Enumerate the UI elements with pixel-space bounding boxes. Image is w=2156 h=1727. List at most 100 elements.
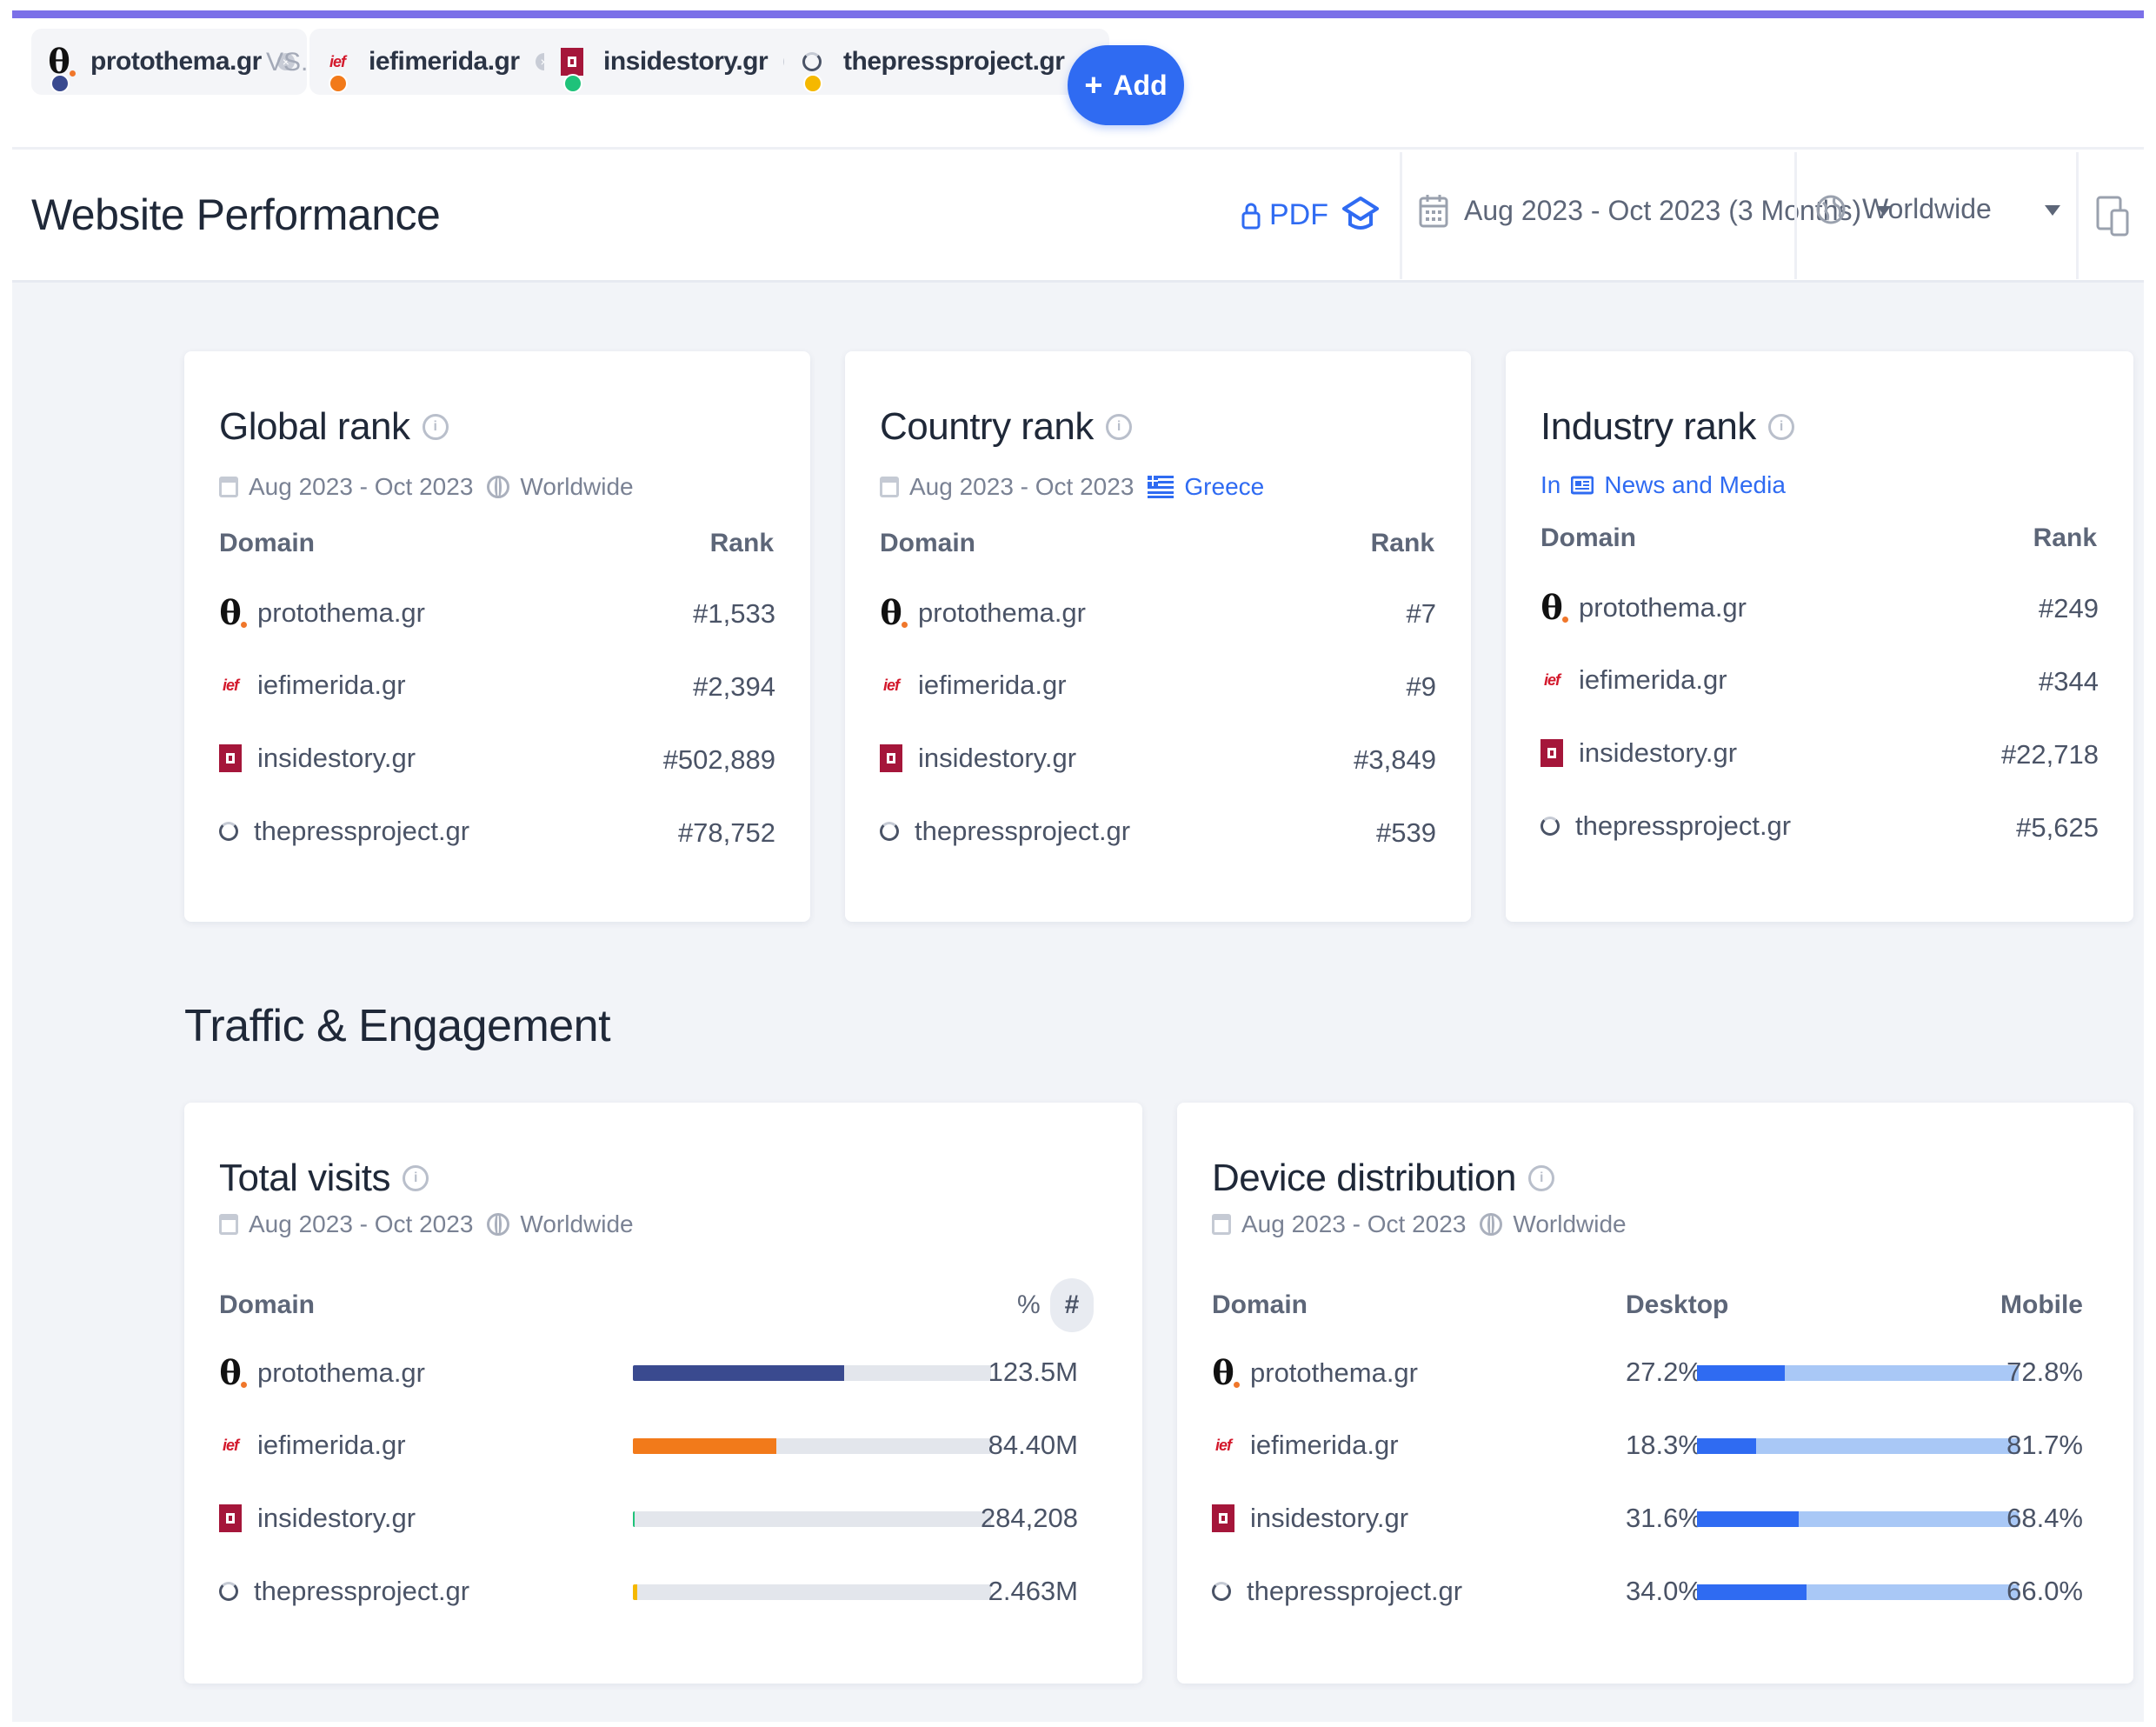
table-row[interactable]: ief iefimerida.gr [880, 670, 1067, 701]
country-label: Worldwide [1862, 193, 1992, 224]
table-row[interactable]: insidestory.gr [219, 1503, 416, 1534]
percent-toggle[interactable]: % [1017, 1290, 1041, 1319]
table-row[interactable]: thepressproject.gr [880, 816, 1130, 847]
table-row[interactable]: insidestory.gr [1212, 1503, 1408, 1534]
iefimerida-logo-icon: ief [1543, 670, 1560, 689]
iefimerida-logo-icon: ief [882, 676, 900, 694]
column-header-domain: Domain [1540, 523, 1637, 552]
table-row[interactable]: insidestory.gr [1540, 737, 1737, 769]
device-distribution-card: Device distribution i Aug 2023 - Oct 202… [1177, 1103, 2133, 1684]
calendar-icon [880, 477, 899, 497]
card-meta: Aug 2023 - Oct 2023 Worldwide [219, 473, 634, 501]
domain-name: protothema.gr [257, 597, 425, 628]
table-row[interactable]: θ protothema.gr [1540, 591, 1747, 624]
calendar-icon [1212, 1214, 1231, 1235]
visits-bar-fill [633, 1511, 635, 1527]
thepressproject-logo-icon [219, 822, 238, 841]
info-icon[interactable]: i [422, 414, 449, 440]
desktop-share: 31.6% [1626, 1503, 1702, 1533]
device-toggle-icon[interactable] [2095, 193, 2133, 238]
remove-site-icon[interactable]: × [276, 53, 295, 70]
rank-value: #539 [1376, 817, 1436, 848]
country-rank-title: Country rank [880, 405, 1094, 448]
table-row[interactable]: insidestory.gr [880, 743, 1076, 774]
device-split-bar [1697, 1511, 2019, 1527]
domain-name: iefimerida.gr [257, 670, 406, 700]
column-header-rank: Rank [709, 529, 774, 557]
insidestory-logo-icon [880, 744, 902, 772]
chevron-down-icon [1877, 205, 1892, 216]
in-label: In [1540, 471, 1561, 498]
table-row[interactable]: thepressproject.gr [219, 1576, 469, 1607]
period-label: Aug 2023 - Oct 2023 [1241, 1210, 1467, 1237]
info-icon[interactable]: i [1767, 414, 1794, 440]
table-row[interactable]: ief iefimerida.gr [219, 670, 406, 701]
table-row[interactable]: thepressproject.gr [1212, 1576, 1462, 1607]
table-row[interactable]: ief iefimerida.gr [219, 1430, 406, 1461]
industry-link[interactable]: News and Media [1604, 471, 1786, 498]
add-label: Add [1113, 69, 1168, 101]
table-row[interactable]: θ protothema.gr [219, 1357, 425, 1390]
domain-name: insidestory.gr [918, 743, 1077, 773]
info-icon[interactable]: i [1528, 1165, 1554, 1191]
card-title: Country rank i [880, 405, 1132, 449]
domain-name: iefimerida.gr [1579, 664, 1727, 695]
chevron-down-icon[interactable] [2045, 205, 2060, 216]
region-link[interactable]: Greece [1184, 473, 1265, 500]
globe-icon [487, 476, 510, 498]
info-icon[interactable]: i [402, 1165, 429, 1191]
global-rank-card: Global rank i Aug 2023 - Oct 2023 Worldw… [184, 351, 810, 922]
rank-value: #22,718 [2000, 739, 2099, 770]
region-label: Worldwide [1513, 1210, 1627, 1237]
insidestory-logo-icon [219, 1504, 242, 1532]
rank-value: #5,625 [2016, 812, 2099, 843]
lock-icon [1241, 203, 1261, 229]
site-color-dot [329, 74, 348, 93]
table-row[interactable]: ief iefimerida.gr [1540, 664, 1727, 696]
pdf-export-button[interactable]: PDF [1241, 198, 1328, 232]
visits-bar [633, 1365, 991, 1381]
rank-value: #3,849 [1354, 744, 1436, 775]
rank-value: #78,752 [677, 817, 775, 848]
academy-icon[interactable] [1339, 191, 1382, 238]
thepressproject-logo-icon [1540, 817, 1560, 836]
calendar-icon [219, 1214, 238, 1235]
thepressproject-logo-icon [219, 1582, 238, 1601]
iefimerida-logo-icon: ief [318, 36, 356, 93]
thepressproject-logo-icon [1212, 1582, 1231, 1601]
compare-chip-protothema[interactable]: θ protothema.gr × [31, 29, 307, 95]
compare-chip-iefimerida[interactable]: ief iefimerida.gr × [309, 29, 565, 95]
thepressproject-logo-icon [793, 36, 831, 93]
country-selector[interactable]: Worldwide [1815, 193, 1992, 225]
desktop-share: 34.0% [1626, 1576, 1702, 1606]
card-title: Industry rank i [1540, 405, 1794, 449]
card-meta: Aug 2023 - Oct 2023 Worldwide [219, 1210, 634, 1238]
table-row[interactable]: thepressproject.gr [219, 816, 469, 847]
insidestory-logo-icon [1212, 1504, 1234, 1532]
mobile-share: 66.0% [2006, 1576, 2083, 1606]
compare-site-name: thepressproject.gr [843, 47, 1065, 76]
table-row[interactable]: insidestory.gr [219, 743, 416, 774]
card-meta: In News and Media [1540, 471, 1786, 499]
table-row[interactable]: θ protothema.gr [1212, 1357, 1418, 1390]
iefimerida-logo-icon: ief [222, 676, 239, 694]
protothema-logo-icon: θ [219, 1353, 247, 1392]
period-label: Aug 2023 - Oct 2023 [249, 1210, 474, 1237]
section-title: Traffic & Engagement [184, 1001, 611, 1051]
calendar-icon [219, 477, 238, 497]
compare-chip-thepressproject[interactable]: thepressproject.gr × [784, 29, 1110, 95]
compare-chip-insidestory[interactable]: insidestory.gr × [544, 29, 814, 95]
calendar-icon [1419, 195, 1448, 228]
table-row[interactable]: ief iefimerida.gr [1212, 1430, 1399, 1461]
device-split-bar [1697, 1584, 2019, 1600]
table-row[interactable]: θ protothema.gr [219, 597, 425, 630]
number-toggle[interactable]: # [1050, 1278, 1094, 1332]
insidestory-logo-icon [1540, 739, 1563, 767]
info-icon[interactable]: i [1105, 414, 1132, 440]
domain-name: insidestory.gr [1250, 1503, 1409, 1533]
table-row[interactable]: θ protothema.gr [880, 597, 1086, 630]
add-site-button[interactable]: + Add [1068, 45, 1184, 125]
table-row[interactable]: thepressproject.gr [1540, 810, 1791, 842]
mobile-share: 72.8% [2006, 1357, 2083, 1387]
insidestory-logo-icon [219, 744, 242, 772]
